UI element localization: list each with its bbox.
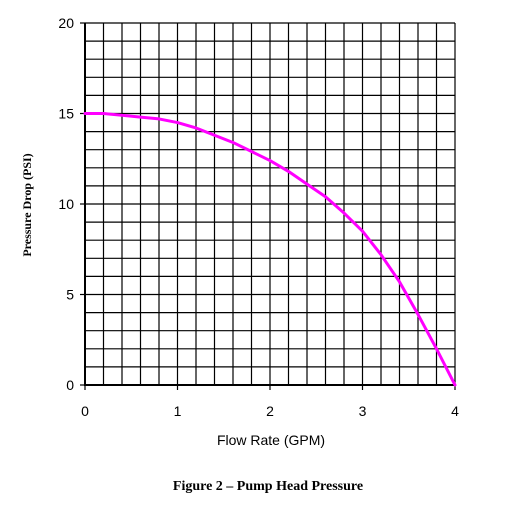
- y-tick-label: 15: [58, 106, 74, 122]
- y-tick-label: 0: [66, 377, 74, 393]
- y-tick-label: 10: [58, 196, 74, 212]
- y-axis-label: Pressure Drop (PSI): [20, 153, 34, 256]
- figure-caption: Figure 2 – Pump Head Pressure: [173, 479, 363, 494]
- x-axis-label: Flow Rate (GPM): [217, 432, 325, 448]
- x-tick-label: 2: [266, 403, 274, 419]
- x-tick-label: 3: [359, 403, 367, 419]
- y-tick-label: 20: [58, 15, 74, 31]
- series-layer: [83, 112, 457, 387]
- x-tick-label: 1: [174, 403, 182, 419]
- x-tick-label: 0: [81, 403, 89, 419]
- grid: [84, 22, 456, 386]
- y-tick-label: 5: [66, 287, 74, 303]
- x-tick-labels: 0 1 2 3 4: [81, 403, 459, 419]
- series-line-0: [83, 112, 457, 387]
- axes: [80, 22, 456, 390]
- x-tick-label: 4: [451, 403, 459, 419]
- y-tick-labels: 0 5 10 15 20: [58, 15, 74, 393]
